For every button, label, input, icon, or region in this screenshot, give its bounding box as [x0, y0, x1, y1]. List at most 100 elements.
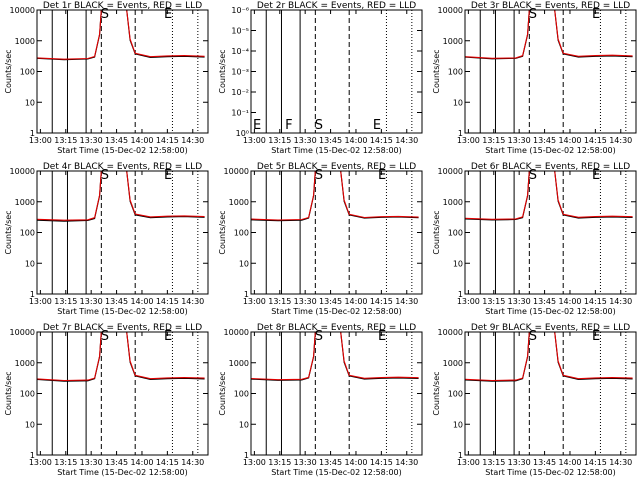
y-tick-label: 1 — [458, 129, 463, 138]
panel-title: Det 9r BLACK = Events, RED = LLD — [471, 323, 630, 333]
y-tick-label: 1000 — [229, 359, 249, 368]
x-tick-label: 13:45 — [533, 136, 556, 145]
panel-title: Det 4r BLACK = Events, RED = LLD — [43, 162, 202, 172]
plot-frame — [36, 170, 209, 295]
y-tick-label: 100 — [20, 68, 35, 77]
x-tick-label: 13:30 — [80, 297, 103, 306]
x-tick-label: 13:45 — [319, 458, 342, 467]
series-events-line — [465, 171, 633, 221]
x-tick-label: 14:30 — [395, 136, 418, 145]
plot-frame — [36, 331, 209, 456]
x-tick-label: 14:00 — [558, 297, 581, 306]
panel-det-3: Det 3r BLACK = Events, RED = LLD 1 10 100 10… — [432, 1, 637, 155]
y-tick-label: 10⁻² — [231, 88, 249, 97]
event-letter: F — [285, 118, 292, 133]
x-axis-label: Start Time (15-Dec-02 12:58:00) — [271, 307, 402, 316]
y-axis-label: Counts/sec — [432, 210, 441, 254]
y-tick-label: 1000 — [229, 198, 249, 207]
y-tick-label: 1 — [458, 290, 463, 299]
x-axis-label: Start Time (15-Dec-02 12:58:00) — [485, 468, 616, 477]
panel-title: Det 2r BLACK = Events, RED = LLD — [257, 1, 416, 11]
x-tick-label: 14:30 — [395, 458, 418, 467]
series-events-line — [37, 10, 205, 61]
series-events-line — [465, 10, 633, 60]
x-axis-label: Start Time (15-Dec-02 12:58:00) — [271, 468, 402, 477]
x-tick-label: 13:45 — [533, 297, 556, 306]
x-tick-label: 13:00 — [243, 297, 266, 306]
x-tick-label: 13:30 — [294, 136, 317, 145]
x-tick-label: 13:15 — [482, 458, 505, 467]
y-tick-label: 1 — [458, 451, 463, 460]
x-tick-label: 14:15 — [156, 458, 179, 467]
panel-det-9: Det 9r BLACK = Events, RED = LLD 1 10 100 10… — [432, 323, 637, 477]
x-tick-label: 14:30 — [395, 297, 418, 306]
panel-title: Det 8r BLACK = Events, RED = LLD — [257, 323, 416, 333]
event-letter: E — [164, 168, 172, 183]
y-tick-label: 100 — [20, 390, 35, 399]
x-tick-label: 13:30 — [294, 458, 317, 467]
x-tick-label: 14:00 — [344, 136, 367, 145]
x-tick-label: 13:45 — [105, 297, 128, 306]
y-axis-label: Counts/sec — [4, 210, 13, 254]
x-tick-label: 13:30 — [80, 458, 103, 467]
x-tick-label: 13:00 — [29, 297, 52, 306]
x-tick-label: 13:15 — [54, 136, 77, 145]
x-tick-label: 13:45 — [319, 136, 342, 145]
series-events-line — [37, 171, 205, 222]
x-tick-label: 13:30 — [294, 297, 317, 306]
event-letter: E — [253, 118, 261, 133]
x-tick-label: 13:00 — [457, 458, 480, 467]
x-tick-label: 14:30 — [609, 458, 632, 467]
series-events-line — [251, 171, 419, 222]
y-tick-label: 10000 — [224, 167, 249, 176]
y-tick-label: 10⁰ — [236, 129, 249, 138]
event-letter: S — [101, 168, 109, 183]
y-tick-label: 10⁻⁴ — [231, 47, 249, 56]
event-letter: S — [315, 168, 323, 183]
x-tick-label: 14:00 — [558, 136, 581, 145]
x-axis-label: Start Time (15-Dec-02 12:58:00) — [485, 307, 616, 316]
y-tick-label: 10 — [25, 98, 35, 107]
series-lld-line — [37, 171, 205, 221]
x-tick-label: 13:00 — [457, 297, 480, 306]
x-tick-label: 14:30 — [609, 297, 632, 306]
y-tick-label: 10000 — [10, 6, 35, 15]
event-letter: E — [592, 329, 600, 344]
y-axis-label: Counts/sec — [218, 210, 227, 254]
event-letter: E — [592, 168, 600, 183]
x-tick-label: 14:15 — [584, 297, 607, 306]
x-tick-label: 13:30 — [508, 458, 531, 467]
y-tick-label: 10 — [453, 420, 463, 429]
x-tick-label: 13:00 — [457, 136, 480, 145]
panel-det-1: Det 1r BLACK = Events, RED = LLD 1 10 100 10… — [4, 1, 209, 155]
plot-frame — [464, 9, 637, 134]
x-tick-label: 13:15 — [268, 136, 291, 145]
event-letter: E — [164, 329, 172, 344]
x-tick-label: 13:00 — [29, 458, 52, 467]
panel-title: Det 1r BLACK = Events, RED = LLD — [43, 1, 202, 11]
y-tick-label: 1 — [30, 290, 35, 299]
event-letter: E — [378, 168, 386, 183]
series-lld-line — [465, 332, 633, 382]
y-tick-label: 100 — [20, 229, 35, 238]
y-tick-label: 1 — [244, 290, 249, 299]
x-tick-label: 13:45 — [105, 458, 128, 467]
x-tick-label: 13:15 — [268, 458, 291, 467]
event-letter: S — [101, 7, 109, 22]
y-tick-label: 10 — [239, 420, 249, 429]
panel-title: Det 3r BLACK = Events, RED = LLD — [471, 1, 630, 11]
x-tick-label: 13:30 — [508, 297, 531, 306]
x-tick-label: 14:15 — [584, 136, 607, 145]
x-tick-label: 14:30 — [181, 136, 204, 145]
y-tick-label: 10⁻¹ — [231, 109, 249, 118]
x-axis-label: Start Time (15-Dec-02 12:58:00) — [57, 468, 188, 477]
x-tick-label: 14:00 — [344, 458, 367, 467]
event-letter: S — [101, 329, 109, 344]
x-tick-label: 14:15 — [156, 297, 179, 306]
y-tick-label: 10⁻³ — [231, 68, 249, 77]
x-tick-label: 14:15 — [370, 136, 393, 145]
y-tick-label: 100 — [234, 229, 249, 238]
y-tick-label: 10000 — [224, 328, 249, 337]
y-tick-label: 100 — [448, 390, 463, 399]
